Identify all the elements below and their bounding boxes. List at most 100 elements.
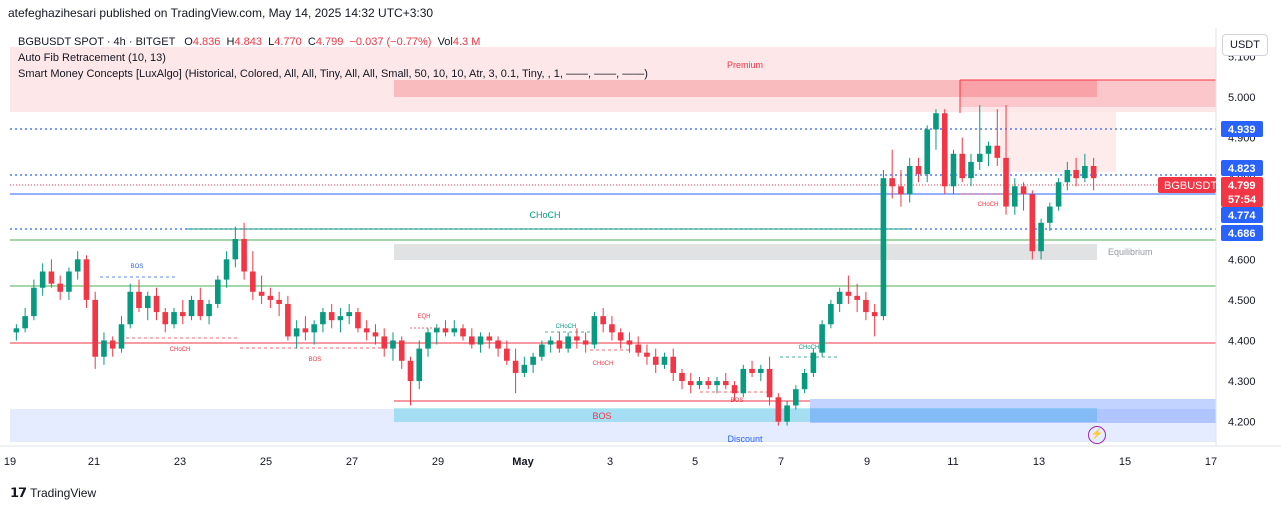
candle-body[interactable] [162,312,169,325]
candle-body[interactable] [1073,170,1079,179]
candle-body[interactable] [591,316,598,345]
candle-body[interactable] [547,340,554,345]
candle-body[interactable] [433,328,440,333]
candle-body[interactable] [346,312,352,317]
symbol-info[interactable]: BGBUSDT SPOT · 4h · BITGET [18,36,176,48]
candle-body[interactable] [915,165,922,175]
candle-body[interactable] [889,178,895,187]
candle-body[interactable] [39,271,46,288]
candle-body[interactable] [328,312,335,321]
candle-body[interactable] [144,295,151,309]
candle-body[interactable] [57,283,63,292]
candle-body[interactable] [1020,186,1027,195]
candle-body[interactable] [206,303,212,317]
candle-body[interactable] [136,291,142,309]
candle-body[interactable] [845,291,852,296]
candle-body[interactable] [976,153,983,162]
candle-body[interactable] [407,360,414,382]
candle-body[interactable] [863,299,869,313]
candle-body[interactable] [381,336,388,349]
candle-body[interactable] [661,356,668,365]
candle-body[interactable] [512,360,519,373]
currency-selector[interactable]: USDT [1222,34,1268,56]
candle-body[interactable] [442,328,449,333]
candle-body[interactable] [258,291,265,296]
candle-body[interactable] [924,129,931,175]
candle-body[interactable] [293,328,300,337]
candle-body[interactable] [355,312,361,329]
candle-body[interactable] [486,336,493,341]
candle-body[interactable] [679,372,685,382]
candle-body[interactable] [241,239,247,272]
time-axis[interactable]: 19 21 23 25 27 29 May 3 5 7 9 11 13 15 17 [4,456,1217,468]
candle-body[interactable] [398,340,405,361]
candle-body[interactable] [722,381,729,386]
candle-body[interactable] [109,340,116,349]
indicator-fib[interactable]: Auto Fib Retracement (10, 13) [18,52,166,64]
candle-body[interactable] [871,312,878,317]
candle-body[interactable] [390,340,396,349]
ohlc-row[interactable]: BGBUSDT SPOT · 4h · BITGET O4.836 H4.843… [18,34,648,50]
candle-body[interactable] [1090,165,1097,179]
candle-body[interactable] [696,381,703,386]
candle-body[interactable] [819,324,825,353]
candle-body[interactable] [250,271,256,292]
candle-body[interactable] [477,336,484,345]
candle-body[interactable] [495,340,501,349]
candle-body[interactable] [582,340,589,345]
candle-body[interactable] [906,165,913,195]
candle-body[interactable] [74,259,81,272]
candle-body[interactable] [31,287,37,317]
candle-body[interactable] [600,316,606,325]
candle-body[interactable] [731,385,738,394]
candle-body[interactable] [687,381,694,386]
candle-body[interactable] [1029,194,1036,252]
candle-body[interactable] [565,336,571,349]
candle-body[interactable] [320,312,326,325]
candle-body[interactable] [66,271,72,292]
candle-body[interactable] [740,368,747,394]
candle-body[interactable] [468,336,475,345]
candle-body[interactable] [626,340,633,345]
candle-body[interactable] [968,161,974,179]
candle-body[interactable] [1064,170,1071,183]
candle-body[interactable] [372,332,379,337]
candle-body[interactable] [179,312,186,317]
candle-body[interactable] [784,405,790,422]
candle-body[interactable] [810,352,817,373]
candle-body[interactable] [801,372,808,390]
candle-body[interactable] [950,153,957,187]
candle-body[interactable] [941,113,948,187]
candle-body[interactable] [1038,222,1044,252]
candle-body[interactable] [985,145,992,154]
candle-body[interactable] [267,295,274,300]
candle-body[interactable] [22,316,28,329]
candle-body[interactable] [1082,165,1088,179]
candle-body[interactable] [416,348,423,382]
candle-body[interactable] [959,153,966,179]
candle-body[interactable] [530,356,536,365]
candle-body[interactable] [766,368,773,398]
candle-body[interactable] [302,328,309,333]
candle-body[interactable] [521,364,528,373]
candle-body[interactable] [92,299,99,357]
candle-body[interactable] [285,303,291,337]
candle-body[interactable] [311,324,317,333]
candle-body[interactable] [670,356,677,373]
candle-body[interactable] [232,239,239,260]
candle-body[interactable] [933,113,939,130]
candle-body[interactable] [460,328,466,337]
candle-body[interactable] [197,299,204,317]
candle-body[interactable] [775,397,782,422]
candle-body[interactable] [101,340,107,357]
candle-body[interactable] [898,186,904,195]
candle-body[interactable] [1055,182,1062,207]
candle-body[interactable] [880,178,887,317]
candle-body[interactable] [48,271,55,284]
candle-body[interactable] [83,259,90,300]
tradingview-brand[interactable]: 𝟭𝟳 TradingView [10,485,96,501]
candle-body[interactable] [539,344,545,357]
candle-body[interactable] [223,259,230,280]
candle-body[interactable] [828,303,834,325]
